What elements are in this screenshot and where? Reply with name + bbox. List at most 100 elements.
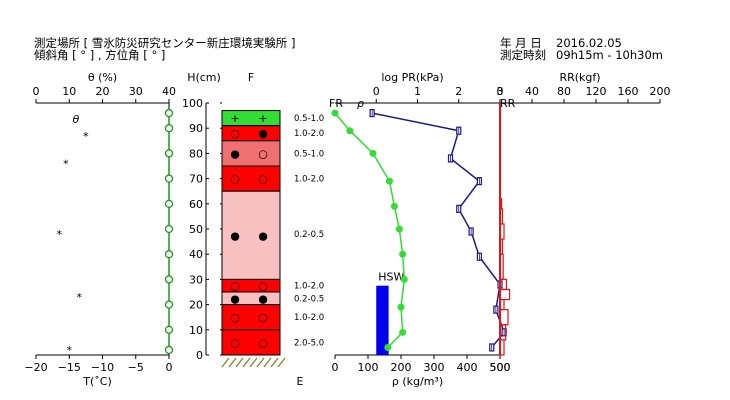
density-panel: 0 100 200 300 400 500 ρ (kg/m³) 0 1 2 3 log PR(kPa)… xyxy=(329,71,511,388)
hsw-bar xyxy=(376,285,389,355)
grain-shape-mark: ● xyxy=(230,292,240,305)
layer-2 xyxy=(221,140,281,167)
grain-shape-mark: ○ xyxy=(258,280,268,293)
density-tick-label: 300 xyxy=(424,361,445,374)
grain-shape-mark: ● xyxy=(258,127,268,140)
height-axis-label: H(cm) xyxy=(187,71,221,84)
density-point xyxy=(385,177,393,185)
grain-shape-mark: + xyxy=(258,112,267,125)
layer-8 xyxy=(221,329,281,356)
grain-shape-mark: + xyxy=(230,112,239,125)
site-label: 測定場所 [ 雪氷防災研究センター新庄環境実験所 ] xyxy=(34,36,296,50)
temp-profile-point xyxy=(164,224,174,234)
height-tick-label: 70 xyxy=(189,173,203,186)
grain-shape-mark: ○ xyxy=(230,311,240,324)
height-tick-label: 90 xyxy=(189,122,203,135)
temp-profile-point xyxy=(164,325,174,334)
temp-tick-label: 0 xyxy=(166,361,173,374)
density-tick-label: 400 xyxy=(457,361,478,374)
density-point xyxy=(399,250,407,258)
rr-bottom-tick-label: 500 xyxy=(490,361,511,374)
grain-size-label: 0.2-0.5 xyxy=(294,230,324,240)
theta-tick-label: 0 xyxy=(33,85,40,98)
height-tick-label: 50 xyxy=(189,223,203,236)
ground-hatch xyxy=(256,357,265,368)
temp-profile-point xyxy=(164,199,174,208)
grain-size-label: 1.0-2.0 xyxy=(294,129,324,139)
theta-panel: 0 10 20 30 40θ (%)−20 −15 −10 −5 0T(˚C)θ***** xyxy=(24,71,176,388)
pr-tick-label: 1 xyxy=(414,85,421,98)
temp-tick-label: −10 xyxy=(91,361,114,374)
hsw-label: HSW xyxy=(378,271,404,284)
temp-point: * xyxy=(57,228,63,241)
pr-tick-label: 2 xyxy=(455,85,462,98)
rr-tick-label: 160 xyxy=(618,85,639,98)
density-line xyxy=(334,112,406,348)
grain-shape-mark: ○ xyxy=(230,127,240,140)
rr-bar xyxy=(499,198,503,210)
temp-profile-point xyxy=(164,124,174,133)
grain-shape-mark: ○ xyxy=(258,173,268,186)
rr-bar xyxy=(499,253,504,280)
grain-shape-mark: ○ xyxy=(230,336,240,349)
temp-profile-point xyxy=(164,275,174,284)
theta-tick-label: 30 xyxy=(129,85,143,98)
ground-hatch xyxy=(228,357,237,368)
pr-line xyxy=(371,112,505,348)
grain-shape-mark: ○ xyxy=(258,147,268,160)
temp-profile-point xyxy=(164,149,174,158)
grain-shape-mark: ○ xyxy=(230,280,240,293)
rr-tick-label: 80 xyxy=(557,85,571,98)
rr-bar xyxy=(499,208,503,225)
density-point xyxy=(397,303,405,311)
theta-tick-label: 10 xyxy=(62,85,76,98)
column-e-label: E xyxy=(297,375,304,388)
grain-size-label: 2.0-5.0 xyxy=(294,338,324,348)
density-point xyxy=(395,225,403,233)
density-point xyxy=(390,202,398,210)
density-point xyxy=(369,149,377,157)
density-point xyxy=(400,275,408,283)
height-tick-label: 40 xyxy=(189,248,203,261)
grain-size-label: 1.0-2.0 xyxy=(294,175,324,185)
pr-tick-label: 3 xyxy=(497,85,504,98)
layer-7 xyxy=(221,304,281,331)
rr-tick-label: 120 xyxy=(586,85,607,98)
theta-point: * xyxy=(83,130,89,143)
temp-profile-point xyxy=(164,108,174,118)
rr-top-label: RR xyxy=(500,97,516,110)
grain-shape-mark: ● xyxy=(230,147,240,160)
temp-point: * xyxy=(76,291,82,304)
grain-shape-mark: ● xyxy=(258,229,268,242)
temp-tick-label: −15 xyxy=(58,361,81,374)
date-label: 年 月 日 xyxy=(500,36,542,50)
height-tick-label: 20 xyxy=(189,299,203,312)
temp-profile-point xyxy=(164,345,174,355)
ground-hatch xyxy=(270,357,279,368)
rr-tick-label: 40 xyxy=(525,85,539,98)
stratigraphy-panel: + +○ ●● ○○ ○● ●○ ○● ●○ ○○ ○0102030405060708090100… xyxy=(182,71,324,388)
layer-3 xyxy=(221,165,281,192)
grain-shape-mark: ○ xyxy=(258,311,268,324)
temp-point: * xyxy=(63,157,69,170)
height-tick-label: 80 xyxy=(189,147,203,160)
date-value: 2016.02.05 xyxy=(556,36,622,50)
temp-point: * xyxy=(67,344,73,357)
grain-shape-mark: ● xyxy=(258,292,268,305)
rr-panel: 0 40 80 120 160 200 RR(kgf) RR 500 xyxy=(490,71,671,374)
temp-tick-label: −5 xyxy=(128,361,144,374)
density-tick-label: 0 xyxy=(332,361,339,374)
rr-bar xyxy=(499,288,511,301)
temp-axis-label: T(˚C) xyxy=(82,375,111,388)
grain-size-label: 1.0-2.0 xyxy=(294,282,324,292)
rr-axis-label: RR(kgf) xyxy=(559,71,600,84)
temp-profile-point xyxy=(164,250,174,259)
rho-label: ρ xyxy=(357,97,364,110)
rr-bar xyxy=(499,238,503,255)
height-tick-label: 100 xyxy=(182,97,203,110)
temp-profile-point xyxy=(164,174,174,183)
ground-hatch xyxy=(221,357,230,368)
temp-tick-label: −20 xyxy=(24,361,47,374)
ground-hatch xyxy=(249,357,258,368)
